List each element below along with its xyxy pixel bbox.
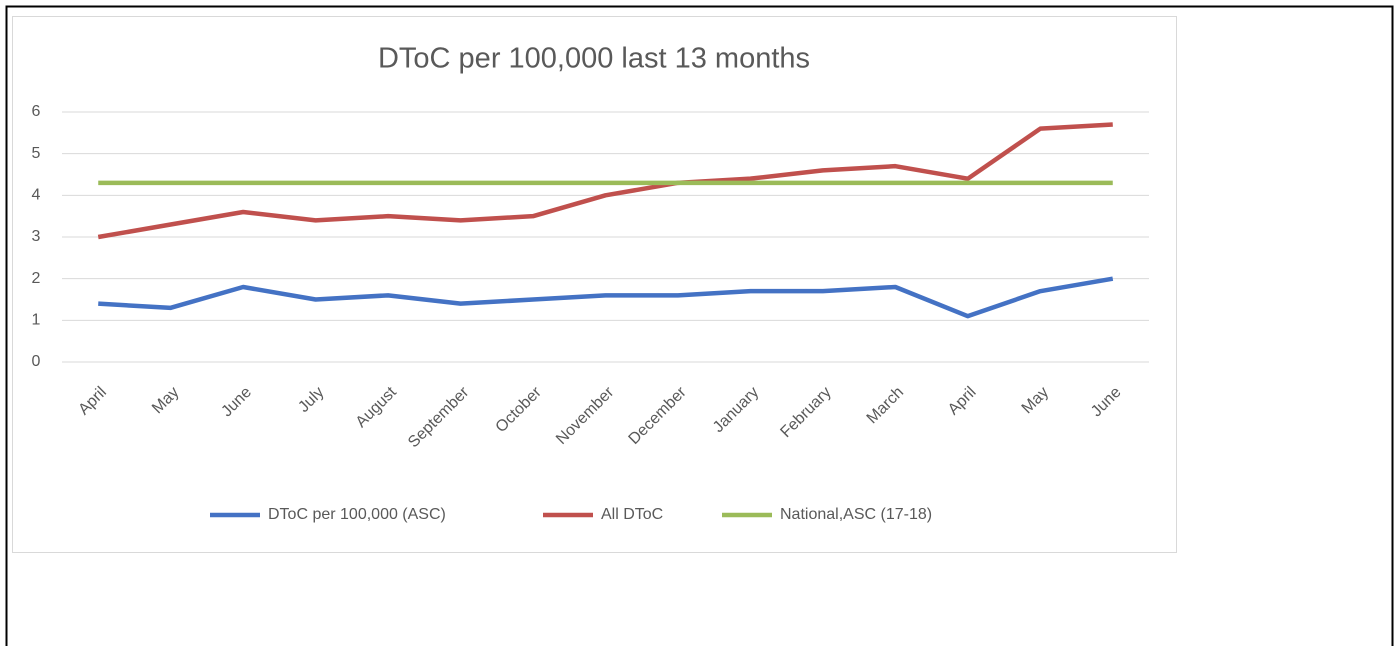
legend-label: National,ASC (17-18) <box>780 506 932 523</box>
chart-area <box>12 16 1177 553</box>
series-line <box>97 122 1113 240</box>
legend-label: DToC per 100,000 (ASC) <box>268 506 446 523</box>
y-tick-label: 1 <box>32 312 41 329</box>
series-line <box>98 276 1114 319</box>
y-tick-label: 2 <box>32 270 41 287</box>
chart-title: DToC per 100,000 last 13 months <box>378 43 810 75</box>
y-tick-label: 0 <box>32 353 41 370</box>
y-tick-label: 6 <box>32 103 41 120</box>
legend-label: All DToC <box>601 506 663 523</box>
y-tick-label: 5 <box>32 145 41 162</box>
y-tick-label: 3 <box>32 228 41 245</box>
y-tick-label: 4 <box>32 187 41 204</box>
page-border <box>5 5 1394 646</box>
